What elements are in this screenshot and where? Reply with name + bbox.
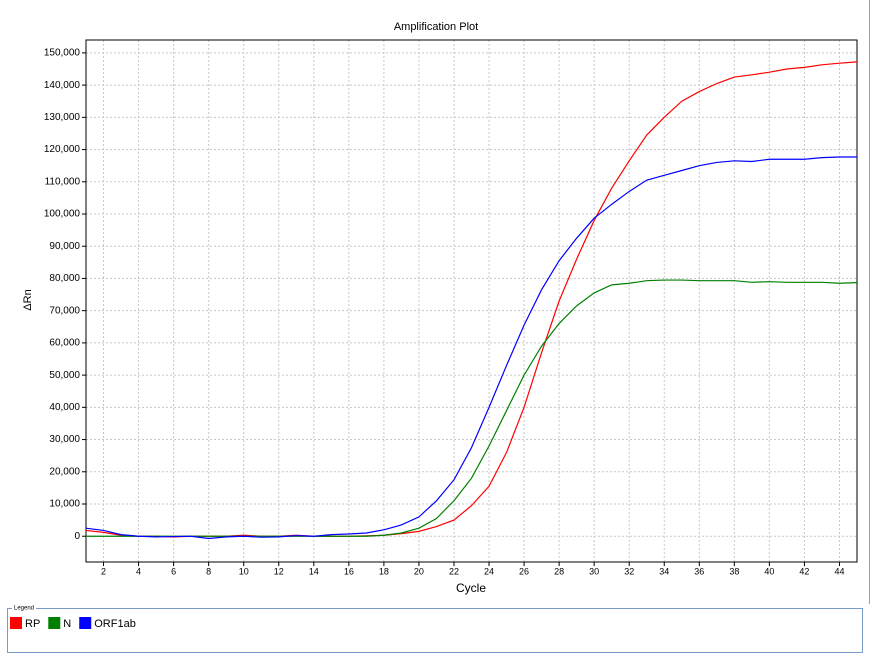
legend-title: Legend: [14, 606, 34, 612]
y-tick-label: 140,000: [44, 80, 81, 91]
y-tick-label: 120,000: [44, 144, 81, 155]
legend-title-bg: [12, 605, 36, 611]
x-tick-label: 24: [484, 566, 494, 576]
x-tick-label: 30: [589, 566, 599, 576]
series-line: [85, 156, 857, 540]
x-tick-label: 8: [206, 566, 211, 576]
x-tick-label: 12: [274, 566, 284, 576]
legend-swatch: [48, 617, 61, 629]
x-tick-label: 16: [344, 566, 354, 576]
y-tick-label: 100,000: [44, 209, 81, 220]
x-tick-label: 28: [554, 566, 564, 576]
x-tick-label: 14: [309, 566, 319, 576]
legend: RP N ORF1ab: [10, 617, 136, 630]
series-line: [86, 279, 858, 537]
chart-title: Amplification Plot: [394, 21, 478, 33]
x-tick-label: 42: [799, 566, 809, 576]
y-axis-label: ΔRn: [22, 289, 34, 310]
y-tick-label: 20,000: [49, 466, 80, 477]
y-tick-label: 10,000: [49, 499, 80, 510]
plot-frame: [85, 39, 858, 563]
legend-label: RP: [25, 618, 40, 630]
x-tick-label: 20: [414, 566, 424, 576]
legend-label: ORF1ab: [94, 618, 136, 630]
x-tick-label: 18: [379, 566, 389, 576]
x-tick-label: 4: [136, 566, 141, 576]
x-tick-label: 36: [694, 566, 704, 576]
x-tick-label: 40: [764, 566, 774, 576]
x-tick-label: 10: [239, 566, 249, 576]
y-tick-label: 50,000: [49, 370, 80, 381]
x-tick-label: 32: [624, 566, 634, 576]
x-axis-label: Cycle: [456, 581, 486, 595]
legend-label: N: [63, 618, 71, 630]
x-tick-label: 6: [171, 566, 176, 576]
y-tick-label: 80,000: [49, 273, 80, 284]
x-tick-label: 44: [834, 566, 844, 576]
y-tick-label: 30,000: [49, 434, 80, 445]
y-tick-label: 130,000: [44, 112, 81, 123]
legend-swatch: [10, 617, 22, 629]
y-tick-label: 150,000: [44, 48, 81, 59]
y-tick-label: 0: [74, 531, 80, 542]
y-tick-label: 90,000: [49, 241, 80, 252]
y-tick-label: 60,000: [49, 338, 80, 349]
x-tick-label: 38: [729, 566, 739, 576]
y-tick-label: 110,000: [45, 176, 81, 187]
x-tick-label: 26: [519, 566, 529, 576]
y-tick-label: 40,000: [49, 402, 80, 413]
x-tick-label: 34: [659, 566, 669, 576]
x-tick-label: 2: [101, 566, 106, 576]
y-tick-label: 70,000: [49, 305, 80, 316]
legend-swatch: [79, 617, 92, 629]
legend-box: [7, 608, 863, 653]
x-tick-label: 22: [449, 566, 459, 576]
